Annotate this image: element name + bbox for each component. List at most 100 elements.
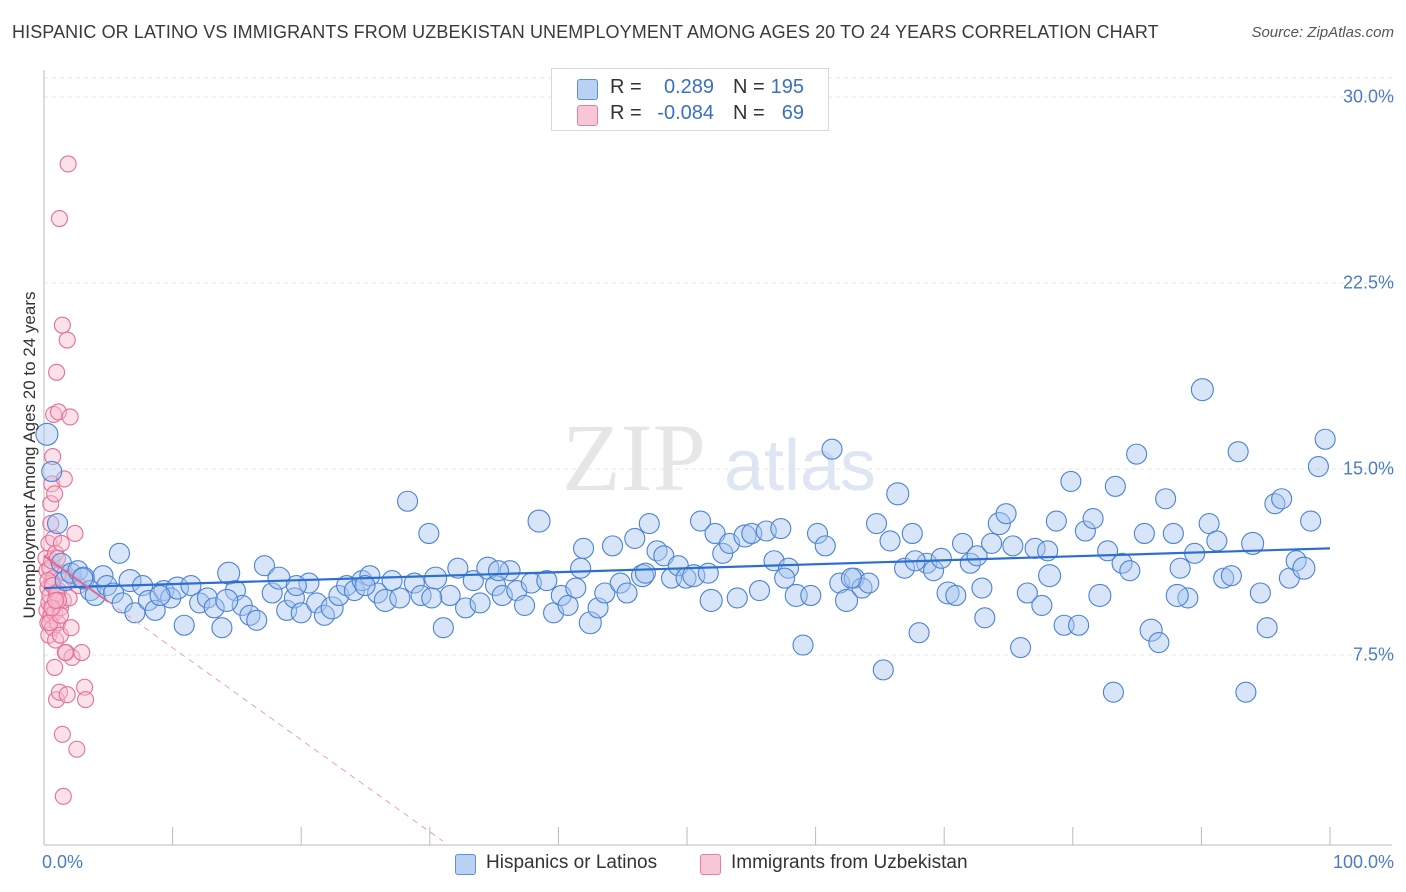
legend-n-value: 69 bbox=[781, 102, 804, 124]
point-hispanic bbox=[726, 587, 748, 609]
point-hispanic bbox=[1010, 637, 1032, 659]
point-hispanic bbox=[410, 584, 432, 607]
point-uzbekistan bbox=[47, 631, 65, 649]
point-hispanic bbox=[1002, 535, 1024, 557]
point-hispanic bbox=[439, 584, 461, 607]
point-uzbekistan bbox=[61, 408, 79, 426]
legend-r-value: -0.084 bbox=[657, 102, 714, 124]
point-hispanic bbox=[1241, 531, 1265, 555]
point-uzbekistan bbox=[50, 209, 69, 228]
point-hispanic bbox=[653, 545, 675, 567]
point-uzbekistan bbox=[54, 787, 72, 805]
point-hispanic bbox=[792, 634, 814, 656]
point-hispanic bbox=[858, 572, 880, 594]
point-hispanic bbox=[298, 572, 320, 594]
point-hispanic bbox=[246, 609, 268, 631]
point-hispanic bbox=[557, 594, 579, 616]
point-hispanic bbox=[689, 510, 712, 532]
legend-swatch-blue bbox=[577, 79, 598, 100]
point-hispanic bbox=[624, 527, 646, 549]
point-hispanic bbox=[1045, 510, 1067, 532]
point-hispanic bbox=[527, 509, 551, 533]
point-hispanic bbox=[945, 584, 967, 607]
point-uzbekistan bbox=[59, 155, 77, 173]
point-hispanic bbox=[203, 597, 225, 619]
point-hispanic bbox=[1016, 582, 1038, 604]
point-hispanic bbox=[1119, 560, 1141, 582]
point-hispanic bbox=[1031, 594, 1053, 616]
point-hispanic bbox=[108, 542, 130, 564]
point-hispanic bbox=[211, 617, 233, 639]
point-hispanic bbox=[572, 537, 595, 559]
point-hispanic bbox=[424, 566, 448, 590]
point-hispanic bbox=[594, 582, 616, 604]
legend-item-uzbekistan: Immigrants from Uzbekistan bbox=[700, 852, 968, 875]
trend-line-uzbekistan-dashed bbox=[108, 601, 443, 842]
legend-n-label: N = bbox=[733, 102, 765, 124]
point-hispanic bbox=[215, 588, 239, 612]
point-hispanic bbox=[1300, 510, 1322, 532]
y-tick-label: 22.5% bbox=[1342, 272, 1394, 293]
watermark-atlas: atlas bbox=[724, 426, 876, 506]
point-hispanic bbox=[638, 513, 660, 535]
point-hispanic bbox=[1213, 567, 1235, 589]
point-hispanic bbox=[432, 617, 454, 639]
point-uzbekistan bbox=[45, 405, 63, 423]
point-hispanic bbox=[180, 575, 202, 597]
point-hispanic bbox=[814, 535, 836, 557]
point-hispanic bbox=[901, 522, 923, 545]
legend-swatch-blue bbox=[455, 854, 476, 875]
point-uzbekistan bbox=[66, 524, 84, 543]
point-hispanic bbox=[487, 560, 510, 582]
point-uzbekistan bbox=[58, 331, 76, 349]
legend-swatch-pink bbox=[700, 854, 721, 875]
point-hispanic bbox=[974, 607, 996, 629]
point-hispanic bbox=[1206, 530, 1228, 552]
point-hispanic bbox=[840, 567, 862, 589]
point-hispanic bbox=[865, 513, 888, 535]
chart-title: HISPANIC OR LATINO VS IMMIGRANTS FROM UZ… bbox=[12, 22, 1159, 42]
point-uzbekistan bbox=[62, 619, 80, 637]
point-hispanic bbox=[1198, 513, 1220, 535]
point-uzbekistan bbox=[68, 740, 86, 758]
point-hispanic bbox=[41, 460, 63, 483]
legend-row-hispanic: R = 0.289 N = 195 bbox=[552, 76, 828, 102]
point-hispanic bbox=[320, 596, 344, 620]
point-hispanic bbox=[806, 522, 829, 545]
trend-line-hispanic bbox=[43, 547, 1331, 590]
x-tick-max: 100.0% bbox=[1332, 852, 1394, 872]
point-hispanic bbox=[1169, 557, 1191, 579]
point-hispanic bbox=[35, 422, 59, 446]
point-hispanic bbox=[952, 532, 974, 554]
point-hispanic bbox=[699, 588, 723, 612]
point-hispanic bbox=[397, 490, 419, 512]
point-hispanic bbox=[1307, 455, 1329, 478]
point-hispanic bbox=[894, 557, 916, 579]
point-hispanic bbox=[565, 577, 587, 599]
point-hispanic bbox=[1314, 428, 1336, 450]
legend-n-value: 195 bbox=[770, 76, 804, 98]
point-hispanic bbox=[1220, 565, 1242, 587]
point-uzbekistan bbox=[48, 363, 66, 381]
point-hispanic bbox=[359, 565, 381, 587]
point-hispanic bbox=[469, 592, 491, 614]
point-hispanic bbox=[879, 530, 901, 552]
legend-label-hispanic: Hispanics or Latinos bbox=[486, 852, 658, 873]
point-hispanic bbox=[381, 570, 403, 592]
legend-r-label: R = bbox=[610, 102, 642, 124]
point-uzbekistan bbox=[46, 485, 64, 503]
point-hispanic bbox=[1060, 470, 1082, 492]
legend-swatch-pink bbox=[577, 105, 598, 126]
point-hispanic bbox=[1111, 552, 1133, 574]
point-hispanic bbox=[354, 575, 376, 597]
x-tick-min: 0.0% bbox=[42, 852, 84, 872]
point-hispanic bbox=[403, 572, 425, 594]
point-hispanic bbox=[1190, 378, 1214, 402]
point-uzbekistan bbox=[46, 658, 64, 676]
stats-legend: R = 0.289 N = 195 R = -0.084 N = 69 bbox=[551, 68, 829, 131]
point-hispanic bbox=[1249, 582, 1271, 604]
point-hispanic bbox=[774, 567, 796, 589]
point-hispanic bbox=[987, 512, 1011, 536]
axes bbox=[43, 70, 1392, 846]
